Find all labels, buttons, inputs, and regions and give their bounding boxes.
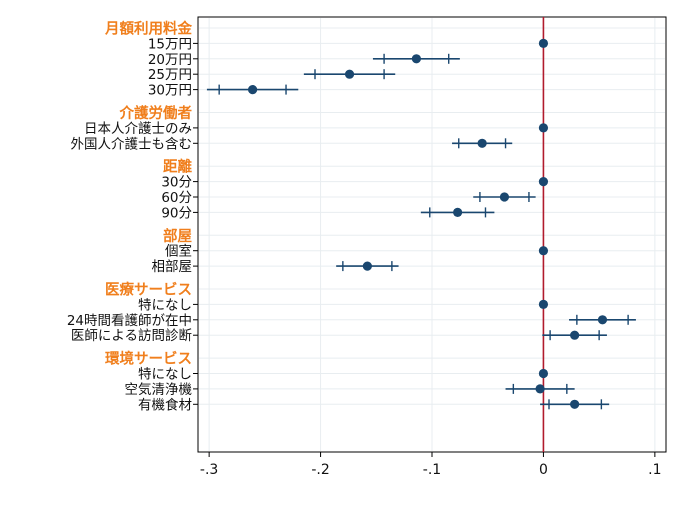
group-header-label: 介護労働者 xyxy=(119,104,193,122)
estimate-point xyxy=(538,123,549,133)
x-tick-label: -.1 xyxy=(423,462,441,478)
y-tick-label: 60分 xyxy=(161,190,192,206)
group-header-label: 月額利用料金 xyxy=(104,20,192,38)
group-header-label: 医療サービス xyxy=(105,281,192,299)
estimate-point xyxy=(538,177,549,187)
estimate-point xyxy=(344,69,355,79)
y-tick-label: 25万円 xyxy=(148,67,192,83)
y-tick-label: 30万円 xyxy=(148,83,192,99)
y-tick-label: 90分 xyxy=(161,205,192,221)
y-tick-label: 有機食材 xyxy=(138,396,192,413)
group-header-label: 距離 xyxy=(163,158,192,176)
estimate-point xyxy=(499,192,510,202)
estimate-point xyxy=(538,38,549,49)
y-tick-label: 24時間看護師が在中 xyxy=(67,313,192,329)
y-tick-label: 外国人介護士も含む xyxy=(71,136,193,152)
estimate-point xyxy=(538,246,549,256)
y-tick-label: 特になし xyxy=(138,297,192,313)
estimate-point xyxy=(538,299,549,309)
estimate-point xyxy=(248,85,258,95)
estimate-point xyxy=(538,368,549,379)
plot-area: 月額利用料金15万円20万円25万円30万円介護労働者日本人介護士のみ外国人介護… xyxy=(67,16,667,478)
x-tick-label: 0 xyxy=(539,462,548,478)
y-tick-label: 日本人介護士のみ xyxy=(84,121,192,137)
y-tick-label: 15万円 xyxy=(148,36,192,52)
y-tick-label: 30分 xyxy=(161,175,192,191)
y-tick-label: 医師による訪問診断 xyxy=(71,328,192,344)
x-tick-label: -.2 xyxy=(311,462,329,478)
y-tick-label: 個室 xyxy=(165,243,192,260)
y-tick-label: 空気清浄機 xyxy=(125,382,193,398)
estimate-point xyxy=(535,384,545,394)
x-tick-label: -.3 xyxy=(200,462,218,478)
y-tick-label: 特になし xyxy=(138,367,192,383)
estimate-point xyxy=(570,330,580,340)
x-tick-label: .1 xyxy=(648,462,661,478)
estimate-point xyxy=(597,315,608,325)
estimate-point xyxy=(411,54,421,64)
y-tick-label: 20万円 xyxy=(148,52,192,68)
group-header-label: 部屋 xyxy=(163,227,192,245)
group-header-label: 環境サービス xyxy=(105,350,192,368)
estimate-point xyxy=(570,399,580,409)
y-tick-label: 相部屋 xyxy=(152,259,193,275)
estimate-point xyxy=(477,138,487,148)
estimate-point xyxy=(362,261,372,271)
estimate-point xyxy=(453,207,463,217)
